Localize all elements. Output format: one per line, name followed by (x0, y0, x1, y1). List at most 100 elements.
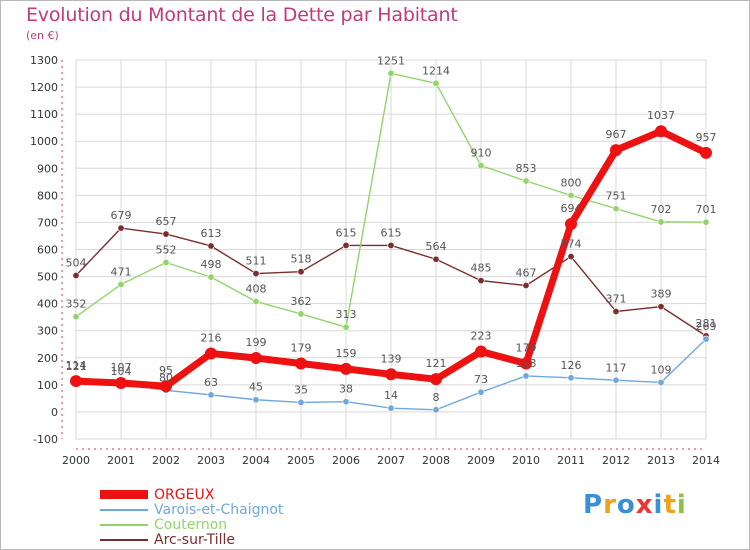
data-label: 408 (246, 282, 267, 295)
y-tick-label: 400 (37, 298, 58, 311)
data-label: 564 (426, 240, 447, 253)
data-label: 126 (561, 359, 582, 372)
data-point (297, 398, 305, 406)
data-point (520, 357, 532, 370)
data-point (297, 310, 305, 318)
data-label: 518 (291, 253, 312, 266)
x-tick-label: 2006 (332, 454, 360, 467)
logo-letter: i (676, 490, 687, 520)
logo-letter: r (603, 490, 617, 520)
data-label: 216 (201, 331, 222, 344)
data-point (432, 406, 440, 414)
data-point (252, 297, 260, 305)
y-tick-label: 1100 (30, 108, 58, 121)
data-point (117, 280, 125, 288)
x-tick-label: 2010 (512, 454, 540, 467)
data-label: 133 (516, 357, 537, 370)
data-label: 615 (381, 226, 402, 239)
data-label: 8 (433, 391, 440, 404)
data-point (117, 224, 125, 232)
data-point (162, 230, 170, 238)
data-label: 352 (66, 298, 87, 311)
data-label: 95 (159, 364, 173, 377)
data-point (522, 282, 530, 290)
data-label: 73 (474, 373, 488, 386)
legend-swatch (100, 508, 148, 511)
data-label: 35 (294, 383, 308, 396)
legend-swatch (100, 538, 148, 541)
logo-letter: i (653, 490, 664, 520)
y-tick-label: 1000 (30, 135, 58, 148)
data-point (565, 218, 577, 231)
data-point (72, 313, 80, 321)
data-point (657, 218, 665, 226)
data-label: 574 (561, 238, 582, 251)
data-label: 80 (159, 371, 173, 384)
data-point (207, 273, 215, 281)
data-point (567, 374, 575, 382)
data-point (297, 268, 305, 276)
data-point (342, 398, 350, 406)
data-label: 159 (336, 347, 357, 360)
logo-letter: P (583, 490, 604, 520)
x-tick-label: 2005 (287, 454, 315, 467)
x-tick-label: 2013 (647, 454, 675, 467)
data-point (612, 376, 620, 384)
data-label: 179 (291, 341, 312, 354)
data-label: 223 (471, 330, 492, 343)
data-point (477, 388, 485, 396)
data-point (477, 162, 485, 170)
data-label: 199 (246, 336, 267, 349)
data-label: 485 (471, 262, 492, 275)
data-label: 104 (111, 365, 132, 378)
data-point (342, 241, 350, 249)
x-tick-label: 2011 (557, 454, 585, 467)
data-point (340, 362, 352, 375)
data-label: 694 (561, 202, 582, 215)
legend-swatch (100, 490, 148, 499)
data-label: 63 (204, 376, 218, 389)
data-label: 14 (384, 389, 398, 402)
data-label: 504 (66, 256, 87, 269)
data-label: 615 (336, 226, 357, 239)
logo-letter: o (616, 490, 636, 520)
y-tick-label: 1300 (30, 54, 58, 67)
legend-item: Arc-sur-Tille (100, 532, 235, 548)
legend-label: Couternon (154, 516, 228, 533)
y-tick-label: 600 (37, 244, 58, 257)
x-tick-label: 2003 (197, 454, 225, 467)
data-label: 313 (336, 308, 357, 321)
data-label: 121 (426, 357, 447, 370)
page-title: Evolution du Montant de la Dette par Hab… (26, 4, 458, 26)
data-point (702, 218, 710, 226)
x-tick-label: 2002 (152, 454, 180, 467)
data-label: 179 (516, 341, 537, 354)
data-label: 467 (516, 267, 537, 280)
data-label: 107 (111, 361, 132, 374)
data-point (610, 144, 622, 157)
data-point (387, 241, 395, 249)
data-label: 957 (696, 131, 717, 144)
data-point (115, 376, 127, 389)
y-tick-label: -100 (33, 433, 58, 446)
y-tick-label: 200 (37, 352, 58, 365)
unit-subtitle: (en €) (26, 29, 59, 42)
data-point (567, 253, 575, 261)
y-tick-label: 300 (37, 325, 58, 338)
data-label: 121 (66, 360, 87, 373)
y-tick-label: 1200 (30, 81, 58, 94)
data-point (657, 303, 665, 311)
data-label: 1214 (422, 64, 450, 77)
y-tick-label: 500 (37, 271, 58, 284)
data-point (207, 242, 215, 250)
data-point (432, 255, 440, 263)
data-label: 613 (201, 227, 222, 240)
data-point (522, 372, 530, 380)
data-point (655, 125, 667, 138)
data-label: 117 (606, 361, 627, 374)
y-tick-label: 700 (37, 216, 58, 229)
data-point (342, 323, 350, 331)
data-point (160, 380, 172, 393)
